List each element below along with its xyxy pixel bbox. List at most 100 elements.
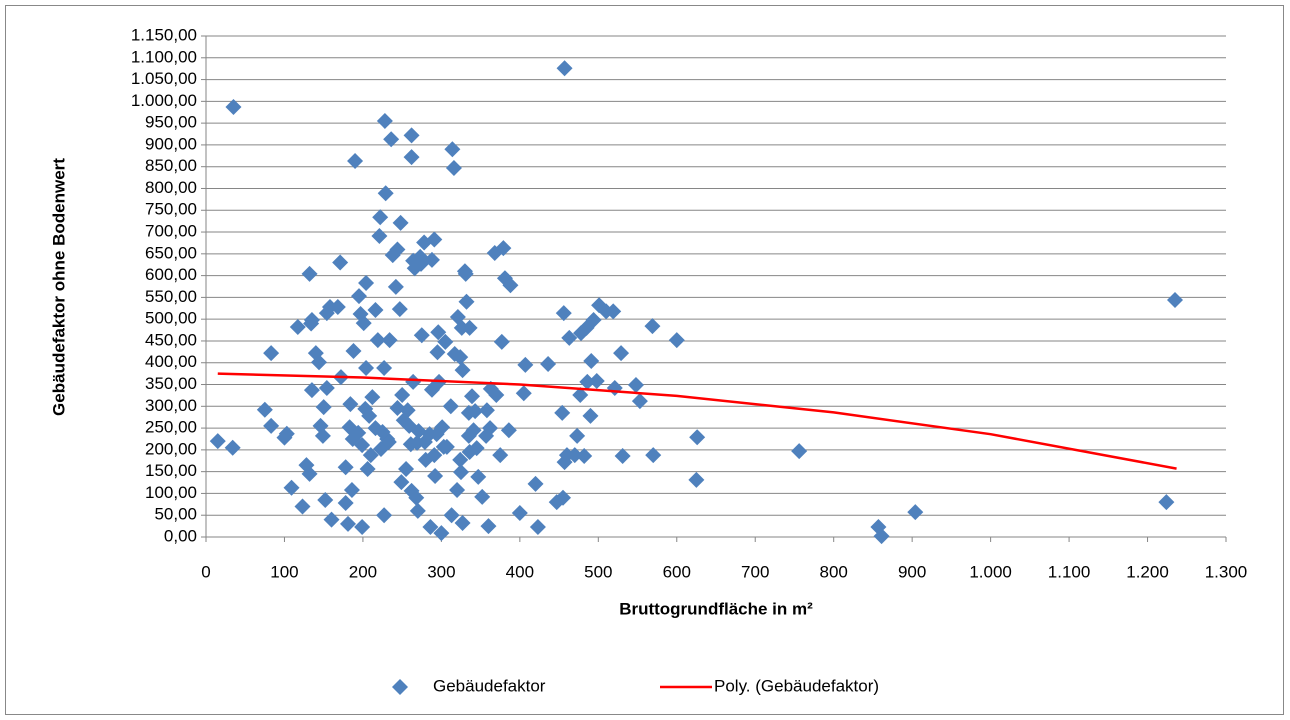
- scatter-point: [566, 447, 583, 464]
- scatter-point: [588, 373, 605, 390]
- scatter-point: [438, 438, 455, 455]
- scatter-point: [283, 479, 300, 496]
- y-tick-label: 550,00: [145, 287, 197, 306]
- scatter-point: [555, 489, 571, 506]
- scatter-point: [454, 362, 471, 379]
- scatter-point: [389, 400, 406, 417]
- y-tick-label: 650,00: [145, 243, 197, 262]
- scatter-point: [310, 354, 327, 371]
- scatter-point: [398, 461, 415, 478]
- scatter-point: [380, 434, 397, 451]
- y-tick-label: 200,00: [145, 439, 197, 458]
- scatter-point: [463, 388, 480, 405]
- x-tick-label: 400: [506, 562, 534, 581]
- scatter-point: [301, 465, 318, 482]
- scatter-point: [426, 447, 443, 464]
- scatter-point: [337, 495, 354, 512]
- y-tick-label: 300,00: [145, 396, 197, 415]
- scatter-point: [458, 293, 475, 310]
- scatter-point: [329, 298, 346, 315]
- scatter-point: [263, 345, 280, 362]
- scatter-point: [362, 447, 379, 464]
- scatter-point: [555, 305, 572, 322]
- y-tick-label: 700,00: [145, 222, 197, 241]
- scatter-point: [561, 329, 578, 346]
- scatter-point: [315, 399, 332, 416]
- scatter-point: [359, 461, 376, 478]
- chart-frame: [5, 5, 1284, 715]
- scatter-point: [907, 504, 924, 521]
- scatter-point: [572, 386, 589, 403]
- scatter-point: [452, 349, 469, 366]
- y-tick-label: 950,00: [145, 113, 197, 132]
- scatter-point: [364, 389, 381, 406]
- scatter-point: [355, 315, 372, 332]
- scatter-point: [354, 518, 371, 535]
- y-tick-label: 150,00: [145, 461, 197, 480]
- scatter-point: [318, 380, 335, 397]
- scatter-point: [613, 345, 630, 362]
- x-tick-label: 600: [663, 562, 691, 581]
- scatter-point: [791, 443, 808, 460]
- scatter-point: [342, 396, 359, 413]
- scatter-point: [556, 60, 573, 77]
- scatter-point: [478, 402, 495, 419]
- x-tick-label: 1.100: [1048, 562, 1091, 581]
- scatter-point: [351, 288, 367, 305]
- scatter-point: [377, 185, 394, 202]
- scatter-point: [347, 153, 364, 170]
- scatter-point: [350, 424, 367, 441]
- x-tick-label: 1.200: [1126, 562, 1169, 581]
- legend-label: Gebäudefaktor: [433, 676, 546, 695]
- scatter-point: [383, 131, 400, 148]
- y-tick-label: 1.000,00: [131, 91, 197, 110]
- x-axis-title: Bruttogrundfläche in m²: [619, 599, 813, 618]
- scatter-point: [527, 475, 544, 492]
- scatter-point: [689, 429, 706, 446]
- scatter-point: [317, 491, 334, 508]
- scatter-point: [482, 420, 499, 437]
- y-tick-label: 100,00: [145, 483, 197, 502]
- scatter-point: [488, 386, 505, 403]
- y-tick-label: 600,00: [145, 265, 197, 284]
- scatter-point: [224, 439, 241, 456]
- scatter-point: [554, 404, 571, 421]
- trend-line: [217, 372, 1177, 470]
- x-tick-label: 800: [820, 562, 848, 581]
- scatter-point: [576, 447, 593, 464]
- scatter-point: [358, 275, 375, 292]
- scatter-point: [1167, 292, 1183, 309]
- scatter-point: [585, 312, 602, 329]
- x-tick-label: 700: [741, 562, 769, 581]
- y-axis-title: Gebäudefaktor ohne Bodenwert: [49, 158, 68, 416]
- scatter-point: [340, 515, 357, 532]
- scatter-point: [668, 332, 685, 349]
- scatter-point: [511, 505, 528, 522]
- y-tick-label: 750,00: [145, 200, 197, 219]
- scatter-point: [413, 327, 430, 344]
- y-tick-label: 50,00: [154, 505, 197, 524]
- scatter-point: [372, 209, 389, 226]
- x-tick-label: 500: [584, 562, 612, 581]
- scatter-point: [645, 447, 662, 464]
- scatter-point: [569, 427, 586, 444]
- scatter-point: [480, 518, 497, 535]
- scatter-point: [354, 437, 371, 454]
- scatter-point: [387, 278, 404, 295]
- scatter-point: [393, 474, 410, 491]
- y-tick-label: 1.150,00: [131, 25, 197, 44]
- scatter-point: [278, 425, 295, 442]
- scatter-point: [627, 376, 644, 393]
- scatter-point: [294, 498, 311, 515]
- x-tick-label: 0: [201, 562, 210, 581]
- scatter-point: [337, 459, 354, 476]
- y-tick-label: 350,00: [145, 374, 197, 393]
- scatter-point: [369, 332, 386, 349]
- y-tick-label: 500,00: [145, 309, 197, 328]
- scatter-point: [444, 141, 461, 158]
- legend-label: Poly. (Gebäudefaktor): [714, 676, 879, 695]
- scatter-point: [289, 319, 306, 336]
- scatter-point: [468, 440, 485, 457]
- scatter-point: [474, 488, 491, 505]
